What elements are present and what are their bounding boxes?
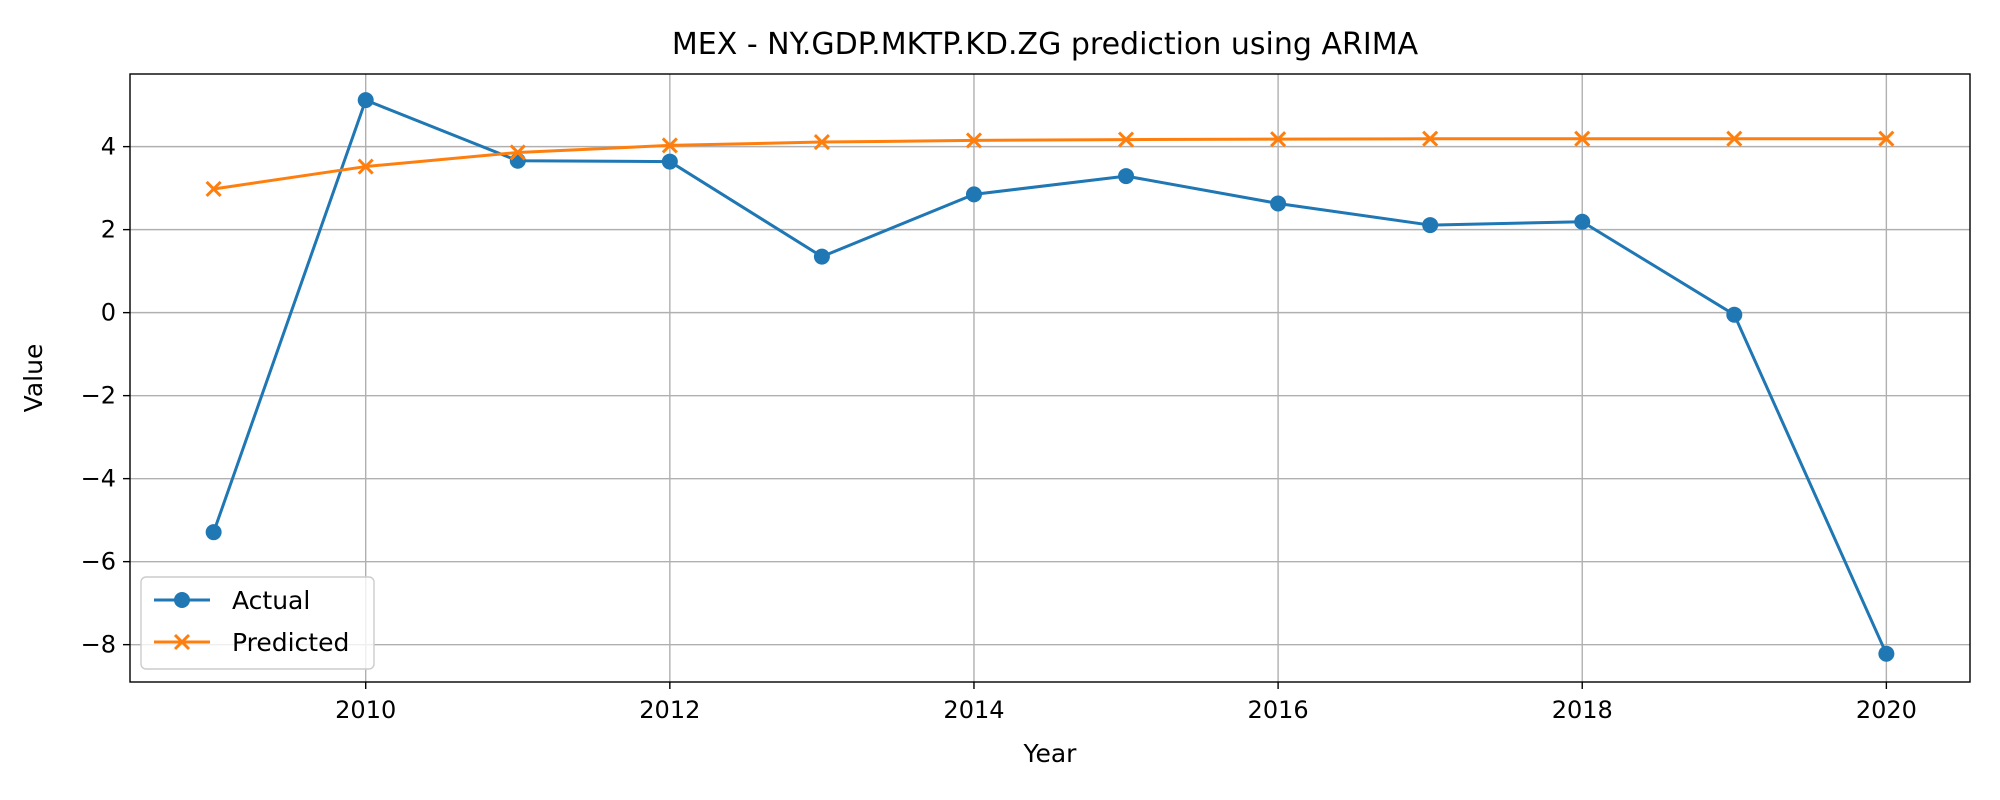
y-tick-label: −6 xyxy=(81,548,116,576)
plot-area xyxy=(205,92,1895,662)
series-predicted xyxy=(205,130,1895,198)
data-point-actual xyxy=(1422,217,1439,234)
data-point-actual xyxy=(661,153,678,170)
data-point-predicted xyxy=(1574,130,1591,147)
series-actual xyxy=(205,92,1895,662)
data-point-actual xyxy=(205,524,222,541)
x-tick-label: 2018 xyxy=(1552,696,1613,724)
data-point-actual xyxy=(965,186,982,203)
data-point-predicted xyxy=(1117,131,1135,148)
y-tick-label: −8 xyxy=(81,631,116,659)
data-point-actual xyxy=(1118,168,1135,185)
data-point-predicted xyxy=(661,137,678,154)
x-axis: 2010 2012 2014 2016 2018 2020 xyxy=(335,682,1917,724)
data-point-predicted xyxy=(1422,130,1439,147)
data-point-predicted xyxy=(965,132,983,149)
chart-title: MEX - NY.GDP.MKTP.KD.ZG prediction using… xyxy=(672,27,1419,62)
legend-label-actual: Actual xyxy=(232,586,310,615)
data-point-actual xyxy=(1270,195,1287,212)
data-point-actual xyxy=(1878,645,1895,662)
x-axis-label: Year xyxy=(1023,739,1078,768)
x-tick-label: 2010 xyxy=(335,696,396,724)
data-point-predicted xyxy=(1270,131,1287,148)
legend: Actual Predicted xyxy=(140,576,375,670)
data-point-predicted xyxy=(509,144,526,161)
data-point-actual xyxy=(357,92,374,109)
data-point-actual xyxy=(813,248,830,265)
series-line-predicted xyxy=(213,137,1887,191)
data-point-actual xyxy=(1726,306,1743,323)
y-tick-label: 0 xyxy=(101,299,116,327)
series-line-actual xyxy=(212,98,1888,655)
data-point-predicted xyxy=(357,158,374,175)
x-tick-label: 2016 xyxy=(1248,696,1309,724)
data-point-predicted xyxy=(205,180,222,198)
data-point-actual xyxy=(509,152,526,169)
data-point-predicted xyxy=(813,134,830,151)
grid xyxy=(130,74,1970,682)
data-point-predicted xyxy=(1878,130,1895,147)
y-axis-label: Value xyxy=(19,344,48,413)
y-axis: −8 −6 −4 −2 0 2 4 xyxy=(81,133,130,659)
data-point-actual xyxy=(1574,213,1591,230)
legend-label-predicted: Predicted xyxy=(232,628,349,657)
y-tick-label: 4 xyxy=(101,133,116,161)
x-tick-label: 2020 xyxy=(1856,696,1917,724)
data-point-predicted xyxy=(1726,130,1743,147)
y-tick-label: −2 xyxy=(81,382,116,410)
legend-marker-predicted xyxy=(173,633,191,651)
y-tick-label: −4 xyxy=(81,465,116,493)
x-tick-label: 2012 xyxy=(639,696,700,724)
legend-marker-actual xyxy=(174,592,190,608)
x-tick-label: 2014 xyxy=(943,696,1004,724)
y-tick-label: 2 xyxy=(101,216,116,244)
axes-frame xyxy=(129,73,1971,683)
